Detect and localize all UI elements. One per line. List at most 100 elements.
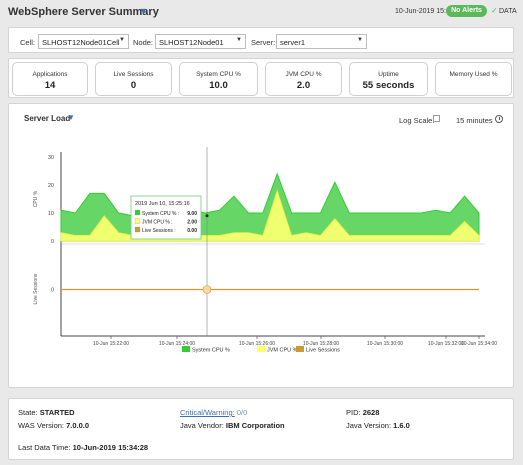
- legend-label: JVM CPU %: [267, 348, 298, 354]
- log-scale-checkbox[interactable]: [433, 115, 440, 122]
- legend-swatch: [257, 346, 265, 352]
- java-vendor-value: IBM Corporation: [225, 421, 285, 430]
- y-tick-label: 0: [51, 288, 54, 294]
- java-version-field: Java Version: 1.6.0: [346, 421, 410, 430]
- tooltip-series-name: System CPU % :: [142, 211, 179, 217]
- title-chevron-down-icon[interactable]: ▼: [139, 6, 148, 16]
- kpi-value: 0: [130, 80, 137, 91]
- header-date: 10-Jun-2019 15:35: [395, 8, 454, 15]
- kpi-value: 10.0: [209, 80, 228, 91]
- legend-swatch: [182, 346, 190, 352]
- kpi-label: Applications: [32, 71, 68, 78]
- server-select-value: server1: [280, 38, 306, 47]
- server-select[interactable]: server1 ▼: [276, 34, 367, 49]
- kpi-live-sessions[interactable]: Live Sessions 0: [95, 62, 172, 96]
- kpi-label: JVM CPU %: [285, 71, 322, 78]
- last-data-time-label: Last Data Time:: [18, 443, 71, 452]
- x-tick-label: 10-Jun 15:28:00: [303, 341, 339, 347]
- y-tick-label: 10: [48, 211, 54, 217]
- y-tick-label: 30: [48, 155, 54, 161]
- cursor-marker-system-cpu: [205, 214, 209, 218]
- kpi-value: 14: [44, 80, 56, 91]
- x-tick-label: 10-Jun 15:32:00: [428, 341, 464, 347]
- was-version-field: WAS Version: 7.0.0.0: [18, 421, 89, 430]
- page-title: WebSphere Server Summary: [8, 6, 159, 18]
- tooltip-series-name: Live Sessions :: [142, 228, 176, 234]
- x-tick-label: 10-Jun 15:34:00: [461, 341, 497, 347]
- cell-select-value: SLHOST12Node01Cell: [42, 38, 120, 47]
- x-tick-label: 10-Jun 15:26:00: [239, 341, 275, 347]
- data-label: DATA: [499, 8, 517, 15]
- legend-label: Live Sessions: [306, 348, 340, 354]
- was-version-label: WAS Version:: [18, 421, 64, 430]
- x-tick-label: 10-Jun 15:30:00: [367, 341, 403, 347]
- tooltip-series-value: 2.00: [187, 220, 197, 226]
- pid-value: 2628: [362, 408, 380, 417]
- node-select[interactable]: SLHOST12Node01 ▼: [155, 34, 246, 49]
- title-bar: WebSphere Server Summary ▼ 10-Jun-2019 1…: [0, 0, 523, 24]
- tooltip-series-name: JVM CPU % :: [142, 220, 173, 226]
- tooltip-swatch: [134, 218, 141, 224]
- java-vendor-field: Java Vendor: IBM Corporation: [180, 421, 285, 430]
- java-version-value: 1.6.0: [393, 421, 410, 430]
- log-scale-label: Log Scale:: [399, 116, 435, 125]
- cell-select-chevron-down-icon: ▼: [119, 37, 125, 43]
- kpi-label: System CPU %: [196, 71, 241, 78]
- tooltip-series-value: 0.00: [187, 228, 197, 234]
- state-field: State: STARTED: [18, 408, 75, 417]
- tooltip-swatch: [134, 209, 141, 216]
- state-value: STARTED: [39, 408, 75, 417]
- kpi-uptime[interactable]: Uptime 55 seconds: [349, 62, 428, 96]
- kpi-label: Memory Used %: [449, 71, 498, 78]
- kpi-value: 55 seconds: [362, 80, 415, 91]
- kpi-applications[interactable]: Applications 14: [12, 62, 88, 96]
- last-data-time-field: Last Data Time: 10-Jun-2019 15:34:28: [18, 443, 148, 452]
- chart-title: Server Load: [24, 114, 71, 123]
- filter-panel: Cell: SLHOST12Node01Cell ▼ Node: SLHOST1…: [8, 27, 514, 53]
- tooltip-time: 2019 Jun 10, 15:25:16: [135, 201, 190, 207]
- x-tick-label: 10-Jun 15:22:00: [93, 341, 129, 347]
- data-check-icon: ✓: [491, 6, 498, 15]
- node-select-value: SLHOST12Node01: [159, 38, 224, 47]
- legend-label: System CPU %: [192, 348, 230, 354]
- legend-swatch: [296, 346, 304, 352]
- kpi-jvm-cpu[interactable]: JVM CPU % 2.0: [265, 62, 342, 96]
- cell-label: Cell:: [20, 38, 36, 47]
- kpi-label: Live Sessions: [113, 71, 154, 78]
- tooltip-series-value: 9.00: [187, 211, 197, 217]
- kpi-memory-used[interactable]: Memory Used %: [435, 62, 512, 96]
- state-label: State:: [18, 408, 38, 417]
- critical-warning-value: 0/0: [236, 408, 248, 417]
- y-axis-label: CPU %: [33, 190, 39, 207]
- kpi-row: Applications 14 Live Sessions 0 System C…: [8, 58, 514, 98]
- was-version-value: 7.0.0.0: [66, 421, 90, 430]
- kpi-system-cpu[interactable]: System CPU % 10.0: [179, 62, 258, 96]
- java-vendor-label: Java Vendor:: [180, 421, 224, 430]
- y-axis-label: Live Sessions: [33, 273, 39, 304]
- tooltip-swatch: [134, 226, 141, 233]
- pid-label: PID:: [346, 408, 361, 417]
- critical-warning-link[interactable]: Critical/Warning:: [180, 408, 235, 417]
- y-tick-label: 0: [51, 239, 54, 245]
- server-select-chevron-down-icon: ▼: [357, 37, 363, 43]
- server-load-chart[interactable]: 0 10 20 30 CPU % 0 Live Sessions 10-Jun 15:22:0…: [9, 104, 515, 389]
- chart-menu-chevron-down-icon[interactable]: ▼: [67, 113, 75, 122]
- cell-select[interactable]: SLHOST12Node01Cell ▼: [38, 34, 129, 49]
- y-tick-label: 20: [48, 183, 54, 189]
- pid-field: PID: 2628: [346, 408, 379, 417]
- node-select-chevron-down-icon: ▼: [236, 37, 242, 43]
- clock-icon[interactable]: [495, 115, 503, 123]
- node-label: Node:: [133, 38, 154, 47]
- kpi-value: 2.0: [296, 80, 311, 91]
- kpi-label: Uptime: [378, 71, 399, 78]
- server-load-panel: 0 10 20 30 CPU % 0 Live Sessions 10-Jun 15:22:0…: [8, 103, 514, 388]
- time-range-label[interactable]: 15 minutes: [456, 116, 493, 125]
- last-data-time-value: 10-Jun-2019 15:34:28: [72, 443, 149, 452]
- cursor-marker-live-sessions: [202, 285, 212, 294]
- alerts-badge[interactable]: No Alerts: [446, 5, 487, 17]
- status-panel: State: STARTED Critical/Warning: 0/0 PID…: [8, 398, 514, 460]
- java-version-label: Java Version:: [346, 421, 392, 430]
- server-label: Server:: [251, 38, 276, 47]
- tooltip-box: [130, 195, 202, 240]
- critical-warning-field: Critical/Warning: 0/0: [180, 408, 247, 417]
